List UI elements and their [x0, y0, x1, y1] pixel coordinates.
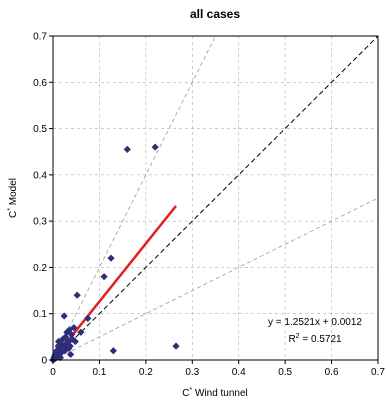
r-squared: R2 = 0.5721: [288, 333, 342, 345]
plot-frame: [52, 35, 379, 361]
one-to-one-line: [53, 36, 378, 360]
data-point: [51, 351, 59, 359]
data-point: [100, 273, 108, 281]
x-tick-label: 0.7: [371, 367, 385, 378]
y-tick-label: 0.7: [33, 32, 47, 43]
x-axis-label: C* Wind tunnel: [182, 387, 248, 399]
axis-ticks: 0 0.1 0.2 0.3 0.4 0.5 0.6 0.7 0 0.1 0.2 0.3 0.4 0.5 0.…: [33, 32, 385, 379]
y-axis-label-main: C: [8, 211, 19, 218]
x-axis-label-main: C: [182, 388, 189, 399]
data-point: [109, 347, 117, 355]
grid-lines: [53, 36, 378, 360]
data-point: [84, 314, 92, 322]
x-axis-label-rest: Wind tunnel: [192, 388, 248, 399]
data-point: [55, 350, 63, 359]
data-point: [51, 355, 59, 363]
data-point: [54, 342, 62, 350]
data-point: [62, 340, 70, 348]
data-point: [59, 335, 67, 343]
y-tick-label: 0.5: [33, 124, 47, 135]
y-axis-label-rest: Model: [8, 178, 19, 208]
y-axis-label-sup: *: [7, 208, 14, 211]
data-point: [77, 328, 85, 336]
x-tick-label: 0.5: [278, 367, 292, 378]
r-squared-suffix: = 0.5721: [300, 334, 342, 345]
data-point: [65, 326, 73, 334]
factor-two-line: [53, 36, 216, 360]
data-point: [56, 354, 65, 362]
data-point: [70, 324, 78, 332]
y-tick-label: 0.6: [33, 78, 47, 89]
x-tick-label: 0.1: [92, 367, 106, 378]
data-point: [123, 145, 131, 153]
y-tick-label: 0: [41, 356, 47, 367]
x-tick-label: 0.4: [232, 367, 246, 378]
data-point: [60, 312, 68, 320]
r-squared-sup: 2: [296, 333, 300, 340]
data-point: [66, 342, 74, 350]
chart-title: all cases: [190, 7, 240, 21]
data-point: [151, 143, 159, 151]
data-point: [67, 330, 76, 339]
data-point: [59, 342, 67, 350]
data-point: [67, 350, 75, 359]
data-point: [68, 335, 77, 343]
data-point: [71, 337, 79, 346]
y-tick-label: 0.4: [33, 170, 47, 181]
x-tick-label: 0.3: [185, 367, 199, 378]
fit-equation: y = 1.2521x + 0.0012: [268, 317, 362, 328]
data-point: [107, 254, 115, 262]
reference-lines: [53, 36, 378, 360]
data-point: [73, 291, 81, 299]
x-tick-label: 0.6: [325, 367, 339, 378]
data-point: [61, 333, 70, 341]
r-squared-prefix: R: [288, 334, 295, 345]
x-tick-label: 0: [50, 367, 56, 378]
x-axis-label-sup: *: [189, 387, 192, 394]
factor-two-line: [53, 197, 378, 360]
y-tick-label: 0.2: [33, 263, 47, 274]
y-tick-label: 0.3: [33, 217, 47, 228]
data-points: [49, 143, 180, 364]
y-axis-label: C* Model: [7, 178, 19, 218]
data-point: [172, 342, 180, 350]
x-tick-label: 0.2: [139, 367, 153, 378]
y-tick-label: 0.1: [33, 309, 47, 320]
